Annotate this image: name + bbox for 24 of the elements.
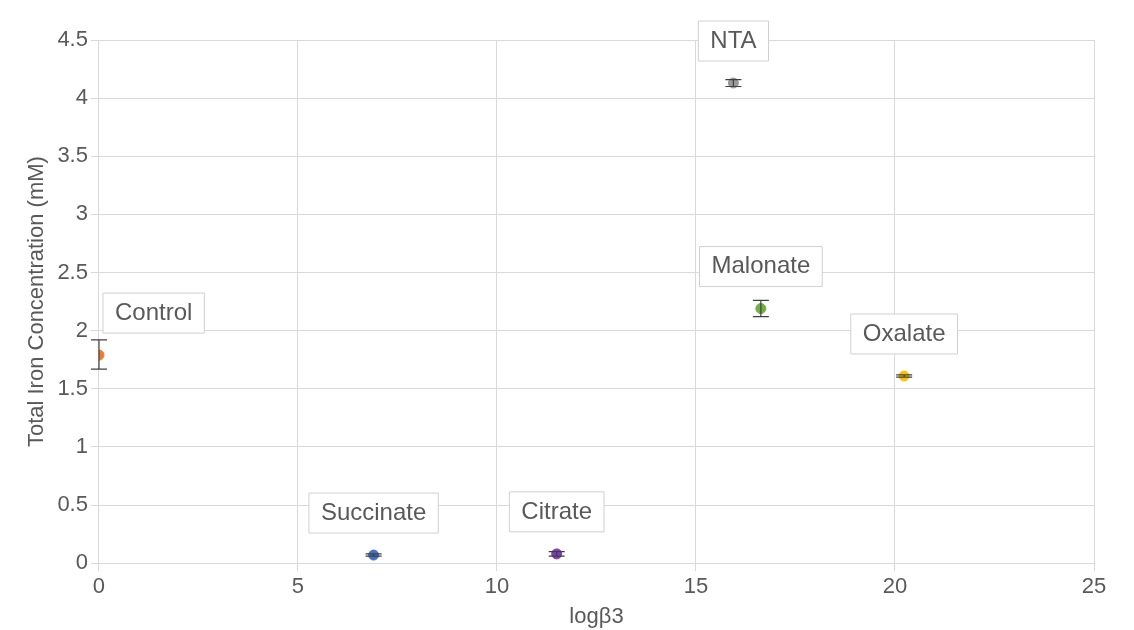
series-label: Oxalate (862, 318, 946, 346)
y-tick-label: 2 (75, 316, 88, 342)
y-tick-label: 2.5 (57, 258, 88, 284)
y-tick-label: 0 (75, 549, 88, 575)
series-label: Malonate (711, 251, 811, 279)
series-label: Succinate (320, 497, 427, 525)
series-label: Control (114, 297, 193, 325)
y-tick-label: 4.5 (57, 26, 88, 52)
series-label: NTA (710, 25, 757, 53)
x-axis-title: logβ3 (569, 602, 624, 628)
y-tick-label: 3.5 (57, 142, 88, 168)
y-tick-label: 1.5 (57, 374, 88, 400)
x-tick-label: 0 (92, 573, 106, 599)
y-tick-label: 0.5 (57, 491, 88, 517)
y-tick-label: 1 (75, 433, 88, 458)
x-tick-label: 20 (882, 573, 908, 599)
series-label: Citrate (521, 496, 593, 524)
x-tick-label: 5 (291, 573, 305, 599)
x-tick-label: 25 (1081, 573, 1107, 599)
y-axis-title: Total Iron Concentration (mM) (23, 156, 49, 448)
y-tick-label: 3 (75, 200, 88, 226)
x-tick-label: 15 (683, 573, 709, 599)
y-tick-label: 4 (75, 84, 88, 110)
x-tick-label: 10 (484, 573, 510, 599)
